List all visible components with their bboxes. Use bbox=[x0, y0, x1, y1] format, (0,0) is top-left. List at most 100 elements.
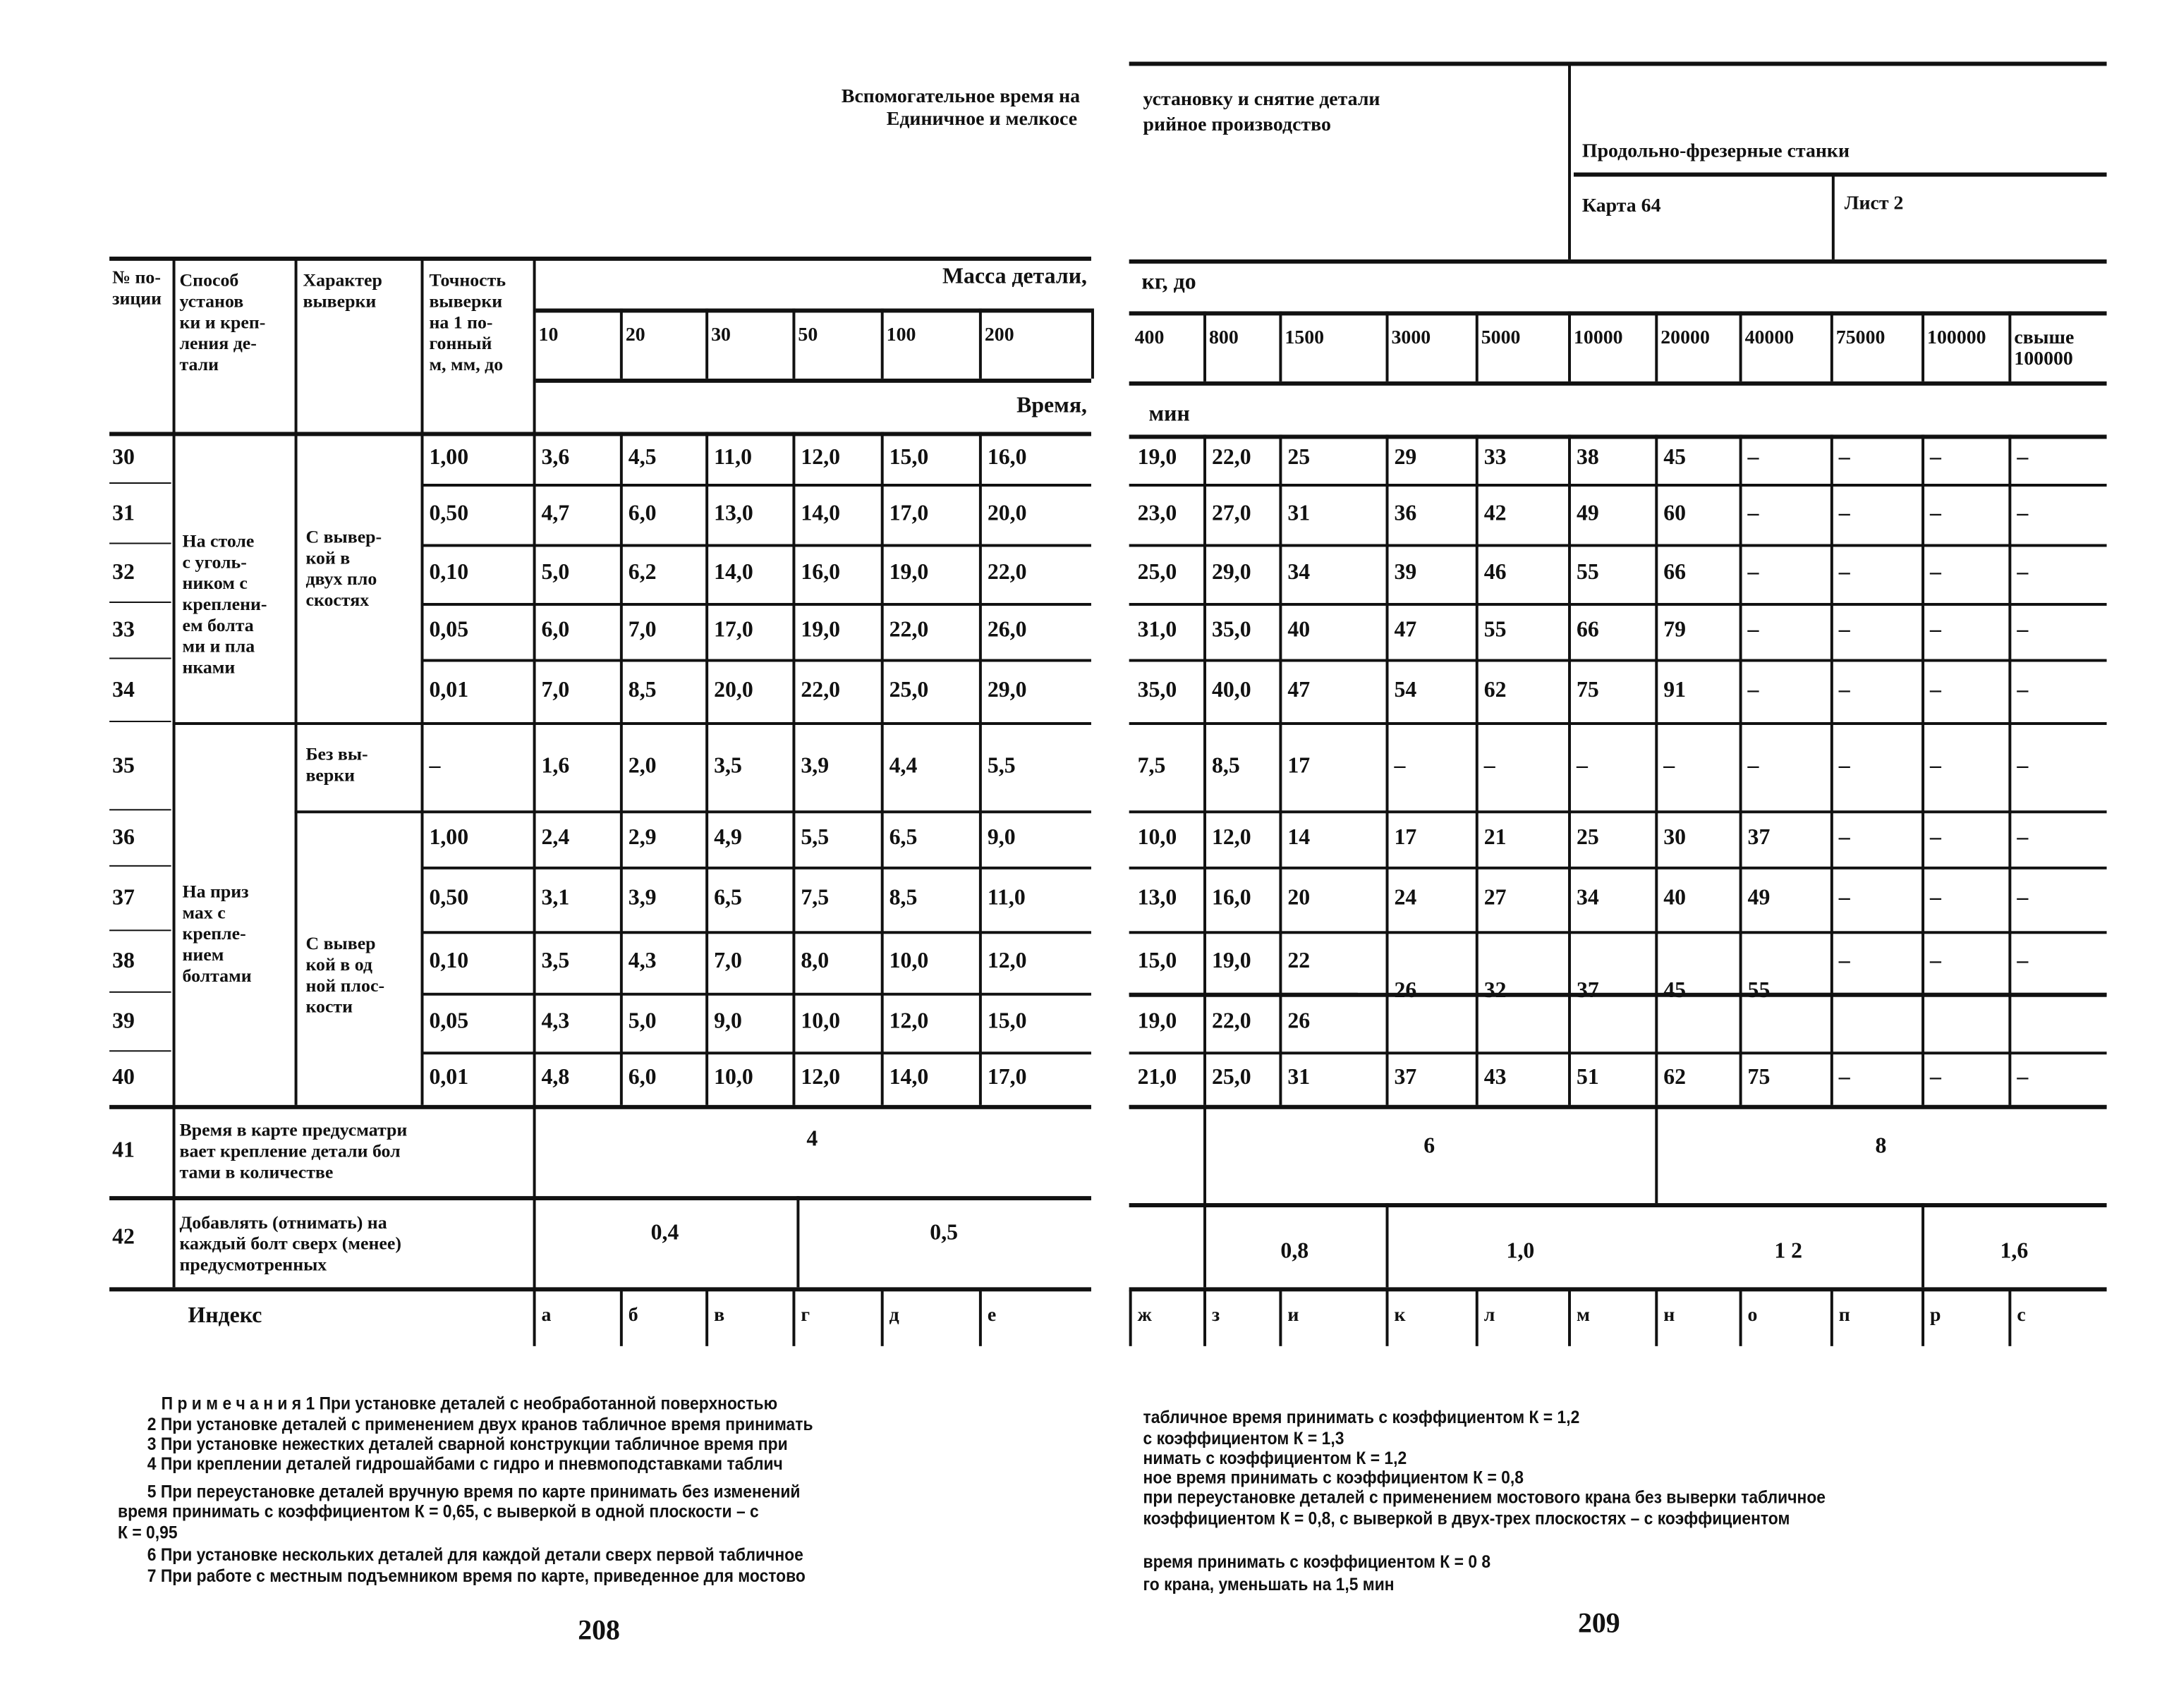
time-value: – bbox=[1838, 501, 1850, 525]
accuracy-value: 0,01 bbox=[429, 1066, 469, 1090]
time-value: 4,7 bbox=[541, 501, 570, 525]
column-divider bbox=[978, 308, 982, 379]
position-number: 38 bbox=[112, 949, 135, 973]
column-divider bbox=[1831, 173, 1835, 260]
machine-type: Продольно-фрезерные станки bbox=[1581, 141, 1850, 163]
index-letter: ж bbox=[1137, 1305, 1152, 1327]
note-left: 2 При установке деталей с применением дв… bbox=[147, 1415, 813, 1435]
time-value: 34 bbox=[1287, 561, 1311, 585]
rule bbox=[535, 378, 1091, 383]
position-number: 36 bbox=[112, 826, 135, 850]
time-value: 60 bbox=[1663, 501, 1687, 525]
accuracy-value: 0,10 bbox=[429, 561, 469, 585]
note-left: К = 0,95 bbox=[118, 1523, 178, 1543]
rule bbox=[1129, 61, 2107, 66]
rule bbox=[1129, 1287, 2107, 1292]
rule bbox=[1129, 1203, 2107, 1208]
index-letter: а bbox=[541, 1305, 552, 1327]
column-divider bbox=[705, 432, 709, 1105]
time-value: 5,5 bbox=[987, 753, 1016, 778]
time-value: 17,0 bbox=[889, 501, 929, 525]
time-value: 66 bbox=[1663, 561, 1687, 585]
position-number: 42 bbox=[112, 1225, 135, 1250]
time-value: 29,0 bbox=[987, 678, 1027, 702]
mass-label-right: кг, до bbox=[1141, 270, 1196, 295]
mass-column-header: 20 bbox=[625, 325, 645, 347]
index-letter: о bbox=[1747, 1305, 1758, 1327]
time-value: 8,5 bbox=[628, 678, 657, 702]
rule bbox=[109, 721, 171, 723]
note-right: ное время принимать с коэффициентом К = … bbox=[1143, 1468, 1524, 1488]
column-divider bbox=[1921, 434, 1925, 1105]
position-number: 37 bbox=[112, 886, 135, 910]
time-value: – bbox=[1930, 618, 1941, 642]
time-value: 6,0 bbox=[628, 1066, 657, 1090]
time-value: 29,0 bbox=[1211, 561, 1251, 585]
mass-column-header: 1500 bbox=[1285, 328, 1325, 350]
time-value: – bbox=[2017, 949, 2029, 973]
time-value: 22,0 bbox=[1211, 1009, 1251, 1034]
time-value: – bbox=[2017, 561, 2029, 585]
sheet-number: Лист 2 bbox=[1844, 193, 1904, 215]
time-value: 12,0 bbox=[889, 1009, 929, 1034]
time-value: 91 bbox=[1663, 678, 1687, 702]
column-divider bbox=[533, 259, 536, 1346]
method-group-1: На столе с уголь- ником с креплени- ем б… bbox=[182, 529, 267, 677]
time-value: 31 bbox=[1287, 1066, 1311, 1090]
time-value: 37 bbox=[1394, 1066, 1417, 1090]
time-value: 3,5 bbox=[714, 753, 742, 778]
time-value: 12,0 bbox=[987, 949, 1027, 973]
note-right: нимать с коэффициентом К = 1,2 bbox=[1143, 1448, 1407, 1468]
column-divider bbox=[1921, 311, 1925, 382]
time-value: 3,5 bbox=[541, 949, 570, 973]
rule bbox=[109, 482, 171, 484]
time-value: – bbox=[1930, 678, 1941, 702]
column-divider bbox=[880, 308, 884, 379]
page-number-right: 209 bbox=[1577, 1608, 1620, 1640]
time-value: 14,0 bbox=[801, 501, 841, 525]
time-value: – bbox=[1663, 753, 1675, 778]
column-divider bbox=[2008, 1290, 2012, 1346]
time-value: 5,5 bbox=[801, 826, 830, 850]
column-divider bbox=[880, 1290, 884, 1346]
time-value: – bbox=[2017, 501, 2029, 525]
rule bbox=[420, 1051, 1091, 1055]
rule bbox=[109, 1050, 171, 1052]
note-right: время принимать с коэффициентом К = 0 8 bbox=[1143, 1552, 1491, 1572]
accuracy-value: 0,10 bbox=[429, 949, 469, 973]
mass-column-header: 40000 bbox=[1744, 328, 1795, 350]
header-subtitle-right: рийное производство bbox=[1143, 115, 1331, 136]
time-value: 13,0 bbox=[714, 501, 753, 525]
column-divider bbox=[1203, 1290, 1207, 1346]
column-divider bbox=[1475, 434, 1478, 1105]
column-divider bbox=[1739, 1290, 1742, 1346]
header-title-right: установку и снятие детали bbox=[1143, 90, 1380, 111]
column-divider bbox=[792, 432, 796, 1105]
column-divider bbox=[1655, 311, 1658, 382]
time-value: 37 bbox=[1747, 826, 1771, 850]
time-value: – bbox=[2017, 445, 2029, 470]
character-group-2a: Без вы- верки bbox=[305, 743, 368, 786]
time-value: 14 bbox=[1287, 826, 1311, 850]
note-left: П р и м е ч а н и я 1 При установке дета… bbox=[161, 1393, 778, 1414]
time-value: 4,9 bbox=[714, 826, 742, 850]
column-divider bbox=[1129, 1290, 1132, 1346]
time-value: 7,5 bbox=[801, 886, 830, 910]
index-letter: к bbox=[1394, 1305, 1406, 1327]
time-value: 12,0 bbox=[1211, 826, 1251, 850]
time-value: – bbox=[2017, 826, 2029, 850]
rule bbox=[1129, 1104, 2107, 1109]
time-value: 6,5 bbox=[889, 826, 918, 850]
time-value: 7,0 bbox=[628, 618, 657, 642]
accuracy-value: 0,05 bbox=[429, 618, 469, 642]
column-divider bbox=[1385, 1203, 1389, 1288]
column-divider bbox=[1568, 64, 1572, 260]
column-divider bbox=[978, 1290, 982, 1346]
time-value: 29 bbox=[1394, 445, 1417, 470]
time-value: 66 bbox=[1576, 618, 1599, 642]
index-letter: р bbox=[1930, 1305, 1941, 1327]
column-divider bbox=[1091, 308, 1094, 379]
position-number: 39 bbox=[112, 1009, 135, 1034]
time-value: 7,0 bbox=[714, 949, 742, 973]
column-divider bbox=[1921, 1290, 1925, 1346]
